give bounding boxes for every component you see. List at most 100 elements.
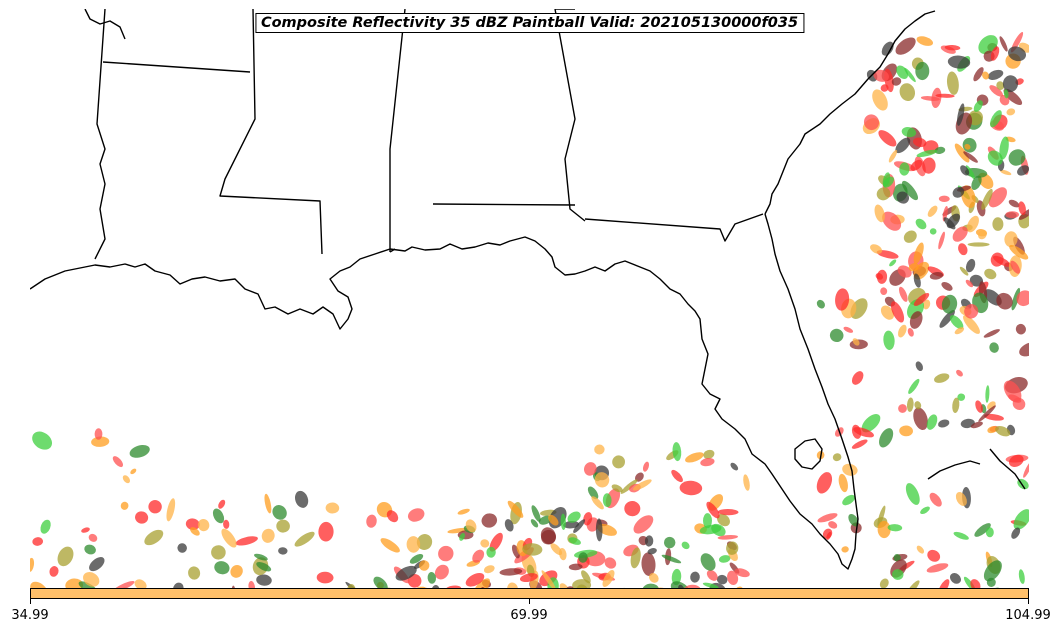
paintball-blob bbox=[211, 545, 226, 560]
paintball-blob bbox=[294, 531, 315, 547]
paintball-blob bbox=[166, 498, 176, 522]
paintball-blob bbox=[848, 513, 859, 527]
paintball-blob bbox=[999, 36, 1008, 52]
paintball-blob bbox=[386, 510, 399, 523]
paintball-blob bbox=[407, 573, 422, 588]
paintball-blob bbox=[916, 149, 938, 158]
paintball-blob bbox=[908, 378, 920, 394]
paintball-blob bbox=[706, 569, 718, 581]
paintball-blob bbox=[944, 44, 961, 51]
paintball-blob bbox=[671, 469, 683, 483]
paintball-blob bbox=[671, 568, 682, 586]
paintball-blob bbox=[672, 442, 682, 462]
state-border-ga-fl bbox=[584, 213, 764, 242]
paintball-blob bbox=[954, 143, 970, 163]
paintball-blob bbox=[983, 329, 1000, 338]
paintball-blob bbox=[1018, 208, 1029, 220]
paintball-blob bbox=[913, 137, 927, 148]
paintball-blob bbox=[975, 400, 983, 413]
paintball-blob bbox=[519, 573, 538, 583]
paintball-blob bbox=[1008, 199, 1020, 208]
paintball-blob bbox=[230, 564, 243, 578]
paintball-blob bbox=[870, 244, 883, 254]
paintball-blob bbox=[504, 519, 514, 532]
paintball-blob bbox=[218, 499, 226, 509]
lake-okeechobee bbox=[794, 438, 823, 470]
paintball-blob bbox=[726, 541, 739, 555]
paintball-blob bbox=[700, 553, 716, 571]
state-border-ms-al bbox=[219, 9, 323, 255]
paintball-blob bbox=[620, 479, 638, 494]
paintball-blob bbox=[901, 126, 917, 138]
paintball-blob bbox=[965, 165, 976, 180]
paintball-blob bbox=[952, 397, 960, 413]
florida-cape bbox=[989, 448, 1026, 490]
paintball-blob bbox=[212, 508, 225, 524]
paintball-blob bbox=[702, 582, 719, 589]
paintball-blob bbox=[915, 61, 930, 81]
paintball-blob bbox=[434, 564, 449, 580]
paintball-blob bbox=[891, 77, 902, 86]
paintball-blob bbox=[438, 545, 454, 562]
paintball-blob bbox=[987, 69, 1004, 80]
paintball-blob bbox=[548, 514, 559, 526]
paintball-blob bbox=[409, 554, 424, 564]
paintball-blob bbox=[843, 326, 854, 333]
paintball-blob bbox=[949, 315, 964, 330]
paintball-blob bbox=[990, 46, 1000, 61]
paintball-blob bbox=[913, 273, 921, 288]
inland-shoreline bbox=[84, 9, 126, 40]
paintball-blob bbox=[483, 565, 495, 574]
paintball-blob bbox=[876, 269, 888, 284]
paintball-blob bbox=[973, 100, 983, 112]
paintball-blob bbox=[927, 205, 938, 217]
paintball-blob bbox=[842, 463, 858, 476]
paintball-blob bbox=[1017, 165, 1029, 176]
paintball-blob bbox=[112, 456, 124, 468]
paintball-blob bbox=[197, 519, 210, 532]
paintball-blob bbox=[630, 547, 641, 569]
paintball-blob bbox=[915, 361, 923, 372]
paintball-blob bbox=[703, 513, 712, 529]
paintball-blob bbox=[1016, 290, 1029, 307]
paintball-blob bbox=[963, 151, 978, 163]
paintball-blob bbox=[892, 569, 904, 580]
paintball-blob bbox=[852, 338, 860, 346]
paintball-blob bbox=[964, 304, 979, 319]
paintball-blob bbox=[717, 534, 738, 540]
paintball-blob bbox=[465, 519, 477, 533]
paintball-blob bbox=[459, 532, 466, 541]
paintball-blob bbox=[30, 557, 35, 572]
paintball-blob bbox=[958, 243, 968, 256]
paintball-blob bbox=[853, 427, 874, 438]
paintball-blob bbox=[188, 566, 201, 580]
paintball-blob bbox=[999, 136, 1009, 160]
paintball-blob bbox=[316, 571, 334, 584]
colorbar-fill bbox=[31, 589, 1028, 598]
paintball-blob bbox=[1015, 323, 1026, 335]
paintball-blob bbox=[699, 524, 722, 535]
colorbar-tick-mark bbox=[529, 599, 530, 604]
florida-keys bbox=[927, 460, 981, 480]
paintball-blob bbox=[929, 271, 944, 280]
paintball-blob bbox=[447, 527, 469, 534]
paintball-blob bbox=[366, 514, 377, 528]
paintball-blob bbox=[929, 492, 942, 507]
paintball-blob bbox=[895, 37, 916, 55]
paintball-blob bbox=[967, 242, 990, 247]
paintball-blob bbox=[135, 511, 149, 524]
paintball-blob bbox=[318, 521, 334, 542]
paintball-blob bbox=[995, 426, 1011, 437]
paintball-blob bbox=[890, 301, 905, 323]
paintball-blob bbox=[32, 537, 44, 546]
paintball-blob bbox=[872, 89, 888, 111]
paintball-blob bbox=[970, 421, 983, 429]
paintball-blob bbox=[647, 548, 657, 555]
paintball-blob bbox=[916, 36, 934, 46]
paintball-blob bbox=[987, 150, 1003, 166]
paintball-blob bbox=[1007, 46, 1027, 62]
paintball-blob bbox=[879, 578, 889, 589]
map-frame: Composite Reflectivity 35 dBZ Paintball … bbox=[30, 9, 1029, 599]
paintball-blob bbox=[883, 330, 895, 350]
paintball-blob bbox=[214, 561, 230, 575]
